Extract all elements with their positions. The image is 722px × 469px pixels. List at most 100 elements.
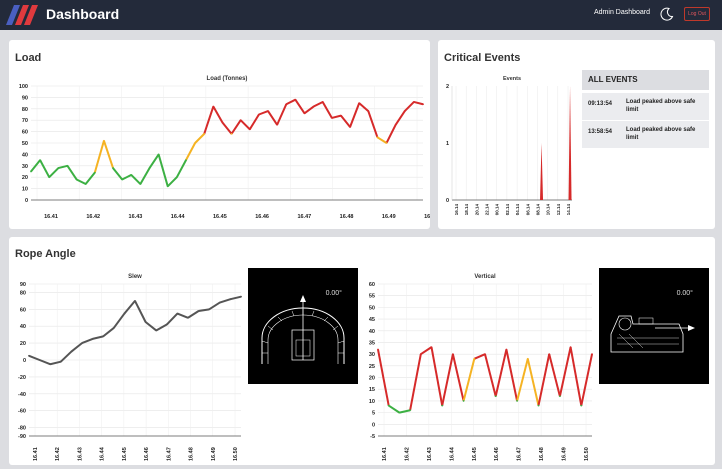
x-tick-label: 16.50 — [424, 214, 430, 220]
admin-dashboard-link[interactable]: Admin Dashboard — [594, 9, 651, 16]
logout-button[interactable]: Log Out — [684, 7, 710, 21]
data-point — [221, 121, 224, 124]
x-tick-label: 16.46 — [144, 447, 150, 461]
series-segment — [558, 346, 572, 397]
data-point — [165, 323, 168, 326]
y-tick-label: 100 — [19, 84, 28, 90]
x-tick-label: 16.48 — [189, 447, 195, 461]
series-segment — [93, 140, 105, 173]
series-segment — [112, 167, 123, 181]
series-segment — [208, 301, 221, 311]
crane-side-view-icon — [610, 315, 695, 353]
y-tick-label: 80 — [20, 290, 26, 296]
y-tick-label: -40 — [18, 392, 26, 398]
event-list-item[interactable]: 09:13:54 Load peaked above safe limit — [582, 93, 709, 120]
event-list-item[interactable]: 13:58:54 Load peaked above safe limit — [582, 121, 709, 148]
series-segment — [230, 295, 242, 301]
series-segment — [167, 176, 178, 188]
series-segment — [409, 353, 422, 411]
series-segment — [134, 300, 147, 323]
load-chart: Load (Tonnes) 0 10 20 30 40 50 60 70 80 90 100 16.41… — [19, 76, 430, 220]
series-segment — [248, 113, 260, 130]
data-point — [569, 346, 572, 349]
app-logo[interactable] — [6, 5, 42, 25]
series-segment — [198, 308, 210, 313]
series-segment — [123, 300, 136, 315]
critical-events-title: Critical Events — [444, 52, 521, 64]
data-point — [462, 400, 465, 402]
series-segment — [39, 359, 51, 366]
y-tick-label: 0 — [23, 358, 26, 364]
x-tick-label: 16.47 — [517, 447, 523, 461]
series-segment — [276, 103, 288, 126]
data-point — [276, 123, 279, 126]
series-segment — [399, 409, 411, 414]
data-point — [175, 176, 178, 179]
series-segment — [321, 101, 333, 119]
data-point — [387, 404, 390, 407]
y-tick-label: 1 — [446, 141, 449, 147]
x-tick-label: 16.49 — [211, 447, 217, 461]
data-point — [203, 132, 206, 135]
series-segment — [484, 353, 497, 397]
data-point — [294, 98, 297, 101]
series-segment — [28, 354, 40, 361]
data-point — [57, 167, 60, 169]
data-point — [409, 409, 411, 412]
series-segment — [30, 159, 41, 173]
series-segment — [258, 110, 269, 116]
y-tick-label: 0 — [25, 198, 28, 204]
data-point — [103, 139, 105, 142]
data-point — [155, 329, 158, 332]
series-segment — [230, 119, 242, 135]
load-card-title: Load — [15, 52, 42, 64]
dark-mode-toggle-icon[interactable] — [660, 7, 674, 21]
series-segment — [58, 164, 68, 170]
data-point — [139, 183, 142, 185]
x-tick-label: 16.45 — [472, 447, 478, 461]
data-point — [28, 354, 30, 357]
x-tick-label: 16.50 — [584, 447, 590, 461]
data-point — [93, 171, 96, 174]
y-tick-label: -20 — [18, 375, 26, 381]
y-tick-label: 40 — [369, 329, 375, 335]
data-point — [248, 128, 251, 131]
data-point — [403, 110, 406, 112]
x-tick-label: 10.14 — [546, 204, 551, 216]
y-tick-label: -60 — [18, 409, 26, 415]
x-tick-label: 16.46 — [494, 447, 500, 461]
events-chart: Events 0 1 2 16.14 18.14 20.14 22.14 00.14 02.14 0… — [446, 76, 572, 216]
data-point — [30, 170, 32, 173]
x-tick-label: 04.14 — [515, 204, 520, 216]
rope-angle-card: Rope Angle — [9, 237, 715, 465]
y-tick-label: 90 — [22, 95, 28, 101]
series-segment — [377, 349, 390, 406]
x-tick-label: 08.14 — [535, 204, 540, 216]
data-point — [148, 167, 151, 169]
data-point — [303, 112, 306, 115]
series-segment — [203, 106, 215, 135]
x-tick-label: 16.45 — [213, 214, 227, 220]
series-segment — [139, 167, 151, 185]
x-tick-label: 16.46 — [255, 214, 269, 220]
series-segment — [451, 353, 465, 402]
series-segment — [239, 119, 251, 131]
x-tick-label: 16.43 — [77, 447, 83, 461]
y-tick-label: -90 — [18, 434, 26, 440]
x-tick-label: 00.14 — [495, 204, 500, 216]
data-point — [229, 298, 232, 301]
x-tick-label: 16.44 — [100, 446, 106, 461]
series-segment — [376, 136, 388, 144]
x-tick-label: 16.45 — [122, 447, 128, 461]
y-tick-label: 0 — [372, 422, 375, 428]
series-segment — [121, 174, 132, 181]
series-segment — [92, 335, 104, 340]
series-segment — [194, 133, 205, 144]
series-segment — [505, 349, 519, 402]
x-tick-label: 14.14 — [566, 204, 571, 216]
data-point — [59, 360, 62, 363]
data-point — [591, 353, 593, 356]
series-segment — [144, 321, 157, 332]
data-point — [194, 142, 196, 144]
series-segment — [548, 353, 561, 397]
